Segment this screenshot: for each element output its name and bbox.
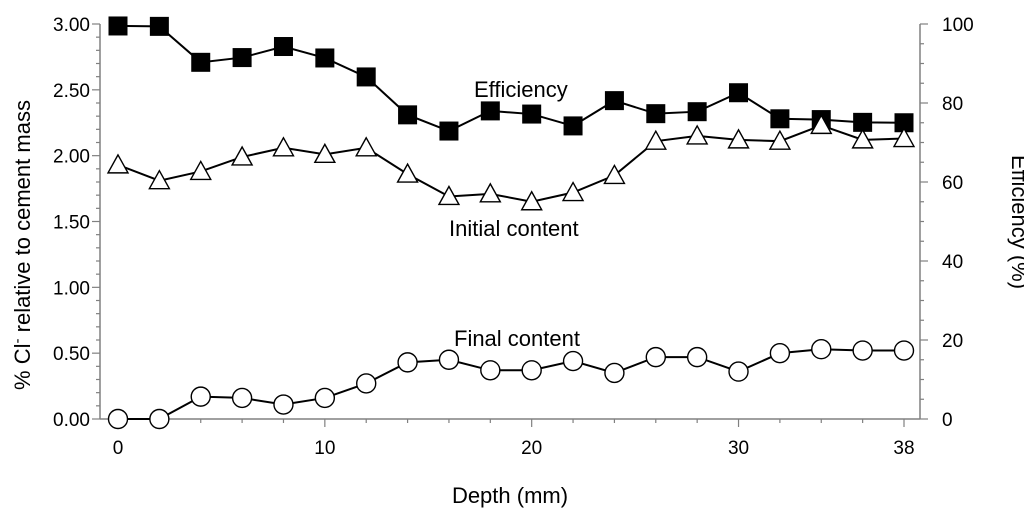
final-content-point [231,387,253,409]
initial-content-point [727,128,750,149]
final-content-point [314,387,336,409]
final-content-point [356,373,377,394]
final-content-point [438,349,460,370]
axes: 0.000.501.001.502.002.503.00020406080100… [53,15,974,459]
y-tick-label: 0.00 [53,410,90,431]
final-content-point [273,394,294,415]
final-content-point [686,346,708,368]
initial-content-point [313,142,337,164]
final-content-point [852,340,873,361]
x-tick-label: 10 [314,438,335,459]
efficiency-point [149,16,169,36]
initial-content-point [685,124,709,145]
final-content-point [645,346,666,368]
final-content-point [149,408,170,430]
initial-content-point [768,129,792,150]
final-content-point [107,408,129,430]
y2-tick-label: 60 [942,173,963,194]
initial-content-point [520,190,543,211]
x-tick-label: 30 [728,438,749,459]
final-content-point [728,361,749,382]
initial-content-point [892,127,916,148]
y2-tick-label: 100 [942,15,974,36]
efficiency-point [729,83,749,103]
y-tick-label: 3.00 [53,15,90,36]
annotation-layer: Efficiency Initial content Final content [449,77,580,351]
final-content-point [769,342,791,364]
x-tick-label: 20 [521,438,542,459]
y2-tick-label: 0 [942,410,953,431]
y2-tick-label: 20 [942,331,963,352]
y-axis-title-rest: relative to cement mass [10,100,35,338]
final-content-point [521,360,542,381]
initial-content-point [603,163,626,185]
efficiency-label: Efficiency [474,77,568,102]
initial-content-point [561,181,585,202]
y-tick-label: 1.50 [53,213,90,234]
series-layer [106,16,916,430]
y-tick-label: 1.00 [53,278,90,299]
efficiency-point [770,109,790,129]
initial-content-point [148,169,171,190]
initial-content-point [396,162,419,183]
efficiency-point [273,37,293,57]
initial-content-point [851,128,874,149]
efficiency-point [439,121,459,141]
final-content-label: Final content [454,326,580,351]
efficiency-point [480,101,500,121]
initial-content-point [479,182,502,203]
x-tick-label: 0 [113,438,124,459]
y2-tick-label: 40 [942,252,963,273]
x-tick-label: 38 [893,438,914,459]
initial-content-label: Initial content [449,216,579,241]
efficiency-point [356,67,376,87]
final-content-point [893,340,915,361]
final-content-point [480,360,501,381]
final-content-point [190,386,211,407]
y2-axis-title: Efficiency (%) [1007,155,1024,289]
initial-content-point [437,185,461,206]
efficiency-point [604,91,624,111]
y-axis-title-superscript: - [9,338,26,343]
y-tick-label: 2.50 [53,81,90,102]
final-content-point [604,362,625,384]
y2-tick-label: 80 [942,94,963,115]
efficiency-point [232,48,252,68]
final-content-point [811,339,832,360]
x-axis-title: Depth (mm) [452,483,568,508]
efficiency-point [646,104,666,124]
efficiency-point [315,48,335,68]
efficiency-point [522,104,542,124]
y-axis-title-main: % Cl [10,343,35,389]
initial-content-point [106,153,130,174]
y-tick-label: 2.00 [53,147,90,168]
initial-content-point [272,136,295,157]
efficiency-point [563,116,583,136]
final-content-point [562,350,584,372]
efficiency-point [108,16,128,36]
initial-content-point [355,136,378,157]
initial-content-line [117,124,905,203]
y-tick-label: 0.50 [53,344,90,365]
efficiency-point [398,105,418,125]
final-content-point [397,352,418,373]
initial-content-point [810,113,833,135]
y-axis-title: % Cl- relative to cement mass [9,100,35,390]
initial-content-point [230,145,254,166]
efficiency-point [687,102,707,122]
efficiency-point [191,52,211,72]
initial-content-point [644,129,667,150]
initial-content-point [189,160,212,181]
